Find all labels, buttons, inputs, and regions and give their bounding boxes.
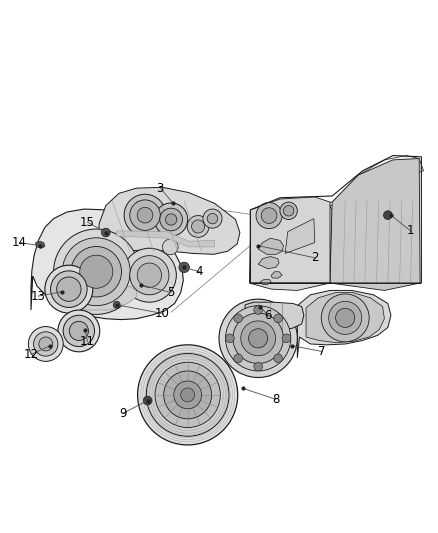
Text: 13: 13: [31, 289, 46, 303]
Circle shape: [226, 305, 291, 371]
Text: 9: 9: [120, 407, 127, 419]
Circle shape: [39, 337, 53, 351]
Circle shape: [137, 207, 153, 223]
Text: 2: 2: [311, 251, 318, 264]
Text: 10: 10: [155, 307, 170, 320]
Circle shape: [34, 332, 58, 356]
Polygon shape: [117, 231, 215, 247]
Polygon shape: [31, 209, 184, 320]
Circle shape: [155, 362, 220, 427]
Circle shape: [283, 206, 294, 216]
Circle shape: [174, 381, 201, 409]
Circle shape: [160, 208, 183, 231]
Circle shape: [71, 246, 121, 297]
Circle shape: [191, 220, 205, 233]
Circle shape: [282, 334, 291, 343]
Polygon shape: [258, 256, 279, 269]
Text: 14: 14: [12, 236, 27, 249]
Circle shape: [50, 271, 87, 308]
Polygon shape: [250, 202, 332, 290]
Circle shape: [241, 321, 276, 356]
Circle shape: [203, 209, 222, 228]
Circle shape: [254, 305, 262, 314]
Circle shape: [57, 277, 81, 301]
Circle shape: [336, 308, 355, 327]
Circle shape: [130, 200, 160, 230]
Circle shape: [207, 213, 218, 224]
Polygon shape: [251, 197, 330, 283]
Circle shape: [58, 310, 100, 352]
Circle shape: [181, 388, 194, 402]
Polygon shape: [245, 302, 304, 331]
Text: 12: 12: [24, 348, 39, 361]
Polygon shape: [330, 158, 420, 290]
Polygon shape: [297, 290, 391, 358]
Circle shape: [234, 314, 243, 322]
Circle shape: [122, 248, 177, 302]
Circle shape: [130, 256, 169, 295]
Circle shape: [62, 238, 130, 305]
Circle shape: [254, 362, 262, 371]
Circle shape: [187, 215, 209, 237]
Text: 3: 3: [156, 182, 164, 195]
Circle shape: [280, 202, 297, 220]
Text: 6: 6: [264, 309, 272, 322]
Circle shape: [384, 211, 392, 220]
Polygon shape: [280, 156, 424, 212]
Polygon shape: [258, 238, 283, 254]
Circle shape: [45, 265, 93, 313]
Text: 5: 5: [167, 286, 175, 299]
Circle shape: [113, 301, 120, 308]
Circle shape: [234, 354, 243, 362]
Text: 1: 1: [407, 224, 414, 237]
Circle shape: [28, 327, 63, 361]
Polygon shape: [306, 293, 385, 343]
Polygon shape: [97, 187, 240, 254]
Circle shape: [164, 371, 212, 419]
Text: 15: 15: [80, 216, 95, 229]
Circle shape: [124, 194, 166, 236]
Circle shape: [261, 208, 277, 223]
Circle shape: [146, 353, 229, 436]
Circle shape: [249, 329, 268, 348]
Circle shape: [53, 229, 139, 314]
Text: 7: 7: [318, 345, 325, 358]
Circle shape: [102, 228, 110, 237]
Circle shape: [226, 334, 234, 343]
Circle shape: [256, 203, 282, 229]
Circle shape: [321, 294, 369, 342]
Circle shape: [143, 396, 152, 405]
Polygon shape: [78, 286, 136, 310]
Polygon shape: [271, 272, 282, 278]
Circle shape: [138, 345, 238, 445]
Circle shape: [162, 239, 178, 255]
Circle shape: [63, 315, 95, 346]
Circle shape: [274, 354, 283, 362]
Text: 4: 4: [196, 265, 203, 278]
Circle shape: [274, 314, 283, 322]
Circle shape: [328, 301, 362, 334]
Circle shape: [155, 203, 187, 236]
Circle shape: [219, 299, 297, 377]
Polygon shape: [260, 279, 271, 284]
Circle shape: [166, 214, 177, 225]
Circle shape: [80, 255, 113, 288]
Polygon shape: [35, 241, 45, 248]
Circle shape: [69, 321, 88, 341]
Circle shape: [179, 262, 189, 272]
Polygon shape: [285, 219, 315, 254]
Text: 11: 11: [80, 335, 95, 348]
Circle shape: [233, 313, 283, 364]
Circle shape: [137, 263, 162, 287]
Text: 8: 8: [272, 393, 279, 406]
